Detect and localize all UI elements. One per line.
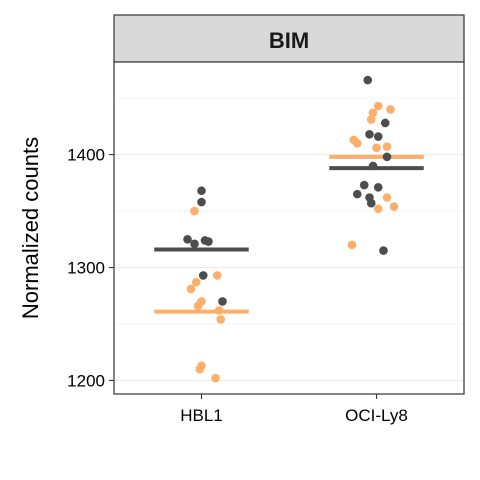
data-point-orange [347, 240, 357, 250]
data-point-orange [212, 271, 222, 280]
data-point-orange [211, 373, 220, 383]
x-axis: HBL1 OCI-Ly8 [180, 394, 408, 425]
data-point-orange [373, 101, 383, 111]
data-point-orange [193, 301, 203, 311]
y-tick-label: 1200 [67, 371, 105, 390]
panel-border [113, 61, 465, 395]
data-point-dark [197, 197, 206, 207]
data-point-dark [197, 186, 206, 196]
data-point-orange [190, 206, 199, 216]
data-points [183, 75, 399, 383]
y-axis-title: Normalized counts [18, 137, 43, 319]
data-point-dark [183, 234, 192, 244]
x-tick-label: HBL1 [180, 406, 223, 425]
data-point-dark [218, 297, 227, 306]
data-point-orange [352, 139, 362, 148]
data-point-orange [382, 193, 392, 202]
data-point-orange [191, 277, 201, 287]
data-point-orange [366, 115, 376, 124]
data-point-orange [214, 306, 224, 315]
facet-strip [113, 14, 465, 63]
gridlines [114, 97, 464, 381]
data-point-orange [386, 105, 395, 114]
data-point-dark [359, 180, 369, 190]
data-point-orange [368, 108, 378, 118]
data-point-dark [379, 246, 388, 255]
data-point-dark [352, 189, 362, 199]
data-point-dark [373, 183, 383, 192]
data-point-dark [368, 161, 378, 171]
data-point-orange [372, 143, 381, 153]
facet-title: BIM [269, 28, 309, 53]
data-point-dark [380, 118, 390, 128]
data-point-dark [382, 152, 392, 162]
data-point-orange [186, 284, 196, 294]
plot-panel [114, 62, 464, 394]
x-tick-label: OCI-Ly8 [345, 406, 408, 425]
data-point-orange [216, 315, 226, 324]
data-point-orange [195, 364, 205, 374]
data-point-dark [204, 237, 213, 246]
data-point-orange [373, 204, 383, 214]
y-tick-label: 1400 [67, 146, 105, 165]
data-point-dark [190, 239, 199, 249]
data-point-orange [389, 202, 399, 211]
y-axis: 1200 1300 1400 [67, 146, 114, 390]
data-point-dark [198, 271, 208, 280]
data-point-dark [365, 129, 374, 139]
data-point-dark [373, 132, 383, 141]
data-point-orange [382, 142, 392, 151]
data-point-dark [366, 198, 376, 208]
data-point-dark [363, 75, 373, 85]
y-tick-label: 1300 [67, 259, 105, 278]
